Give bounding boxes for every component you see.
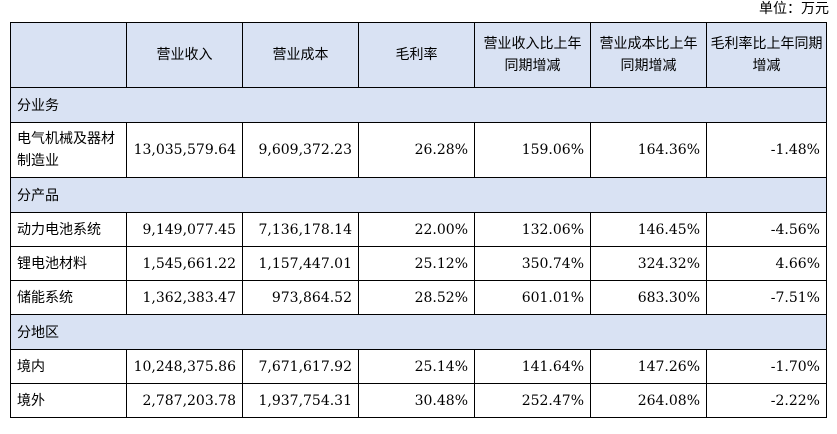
header-cell-margin-change: 毛利率比上年同期增减 [706,22,827,88]
margin-change-cell: -1.48% [706,122,827,178]
table-row: 电气机械及器材制造业 13,035,579.64 9,609,372.23 26… [10,122,827,178]
margin-cell: 26.28% [358,122,475,178]
row-label: 动力电池系统 [10,212,127,247]
margin-change-cell: -1.70% [706,349,827,384]
table-row: 境外 2,787,203.78 1,937,754.31 30.48% 252.… [10,383,827,418]
cost-change-cell: 324.32% [590,246,707,281]
cost-change-cell: 147.26% [590,349,707,384]
header-cell-corner [10,22,127,88]
cost-cell: 9,609,372.23 [242,122,359,178]
revenue-cell: 2,787,203.78 [126,383,243,418]
margin-change-cell: -7.51% [706,280,827,315]
revenue-cell: 1,362,383.47 [126,280,243,315]
revenue-cell: 10,248,375.86 [126,349,243,384]
section-title: 分地区 [10,314,827,350]
margin-cell: 22.00% [358,212,475,247]
table-row: 储能系统 1,362,383.47 973,864.52 28.52% 601.… [10,280,827,315]
revenue-change-cell: 601.01% [474,280,591,315]
cost-cell: 7,136,178.14 [242,212,359,247]
header-cell-margin: 毛利率 [358,22,475,88]
header-cell-revenue-change: 营业收入比上年同期增减 [474,22,591,88]
margin-cell: 30.48% [358,383,475,418]
revenue-change-cell: 350.74% [474,246,591,281]
header-cell-cost-change: 营业成本比上年同期增减 [590,22,707,88]
margin-change-cell: -4.56% [706,212,827,247]
revenue-change-cell: 141.64% [474,349,591,384]
table-row: 锂电池材料 1,545,661.22 1,157,447.01 25.12% 3… [10,246,827,281]
cost-change-cell: 264.08% [590,383,707,418]
section-title: 分产品 [10,177,827,213]
cost-cell: 1,937,754.31 [242,383,359,418]
section-row-product: 分产品 [10,177,827,213]
row-label: 储能系统 [10,280,127,315]
cost-change-cell: 164.36% [590,122,707,178]
revenue-cell: 13,035,579.64 [126,122,243,178]
row-label: 电气机械及器材制造业 [10,122,127,178]
margin-change-cell: -2.22% [706,383,827,418]
cost-cell: 973,864.52 [242,280,359,315]
revenue-change-cell: 252.47% [474,383,591,418]
row-label: 锂电池材料 [10,246,127,281]
unit-label: 单位：万元 [759,1,829,17]
revenue-change-cell: 159.06% [474,122,591,178]
row-label: 境外 [10,383,127,418]
margin-change-cell: 4.66% [706,246,827,281]
margin-cell: 28.52% [358,280,475,315]
cost-change-cell: 146.45% [590,212,707,247]
section-row-region: 分地区 [10,314,827,350]
section-row-business: 分业务 [10,87,827,123]
revenue-cell: 9,149,077.45 [126,212,243,247]
cost-change-cell: 683.30% [590,280,707,315]
row-label: 境内 [10,349,127,384]
revenue-cell: 1,545,661.22 [126,246,243,281]
cost-cell: 7,671,617.92 [242,349,359,384]
header-cell-cost: 营业成本 [242,22,359,88]
table-row: 动力电池系统 9,149,077.45 7,136,178.14 22.00% … [10,212,827,247]
table-row: 境内 10,248,375.86 7,671,617.92 25.14% 141… [10,349,827,384]
margin-cell: 25.14% [358,349,475,384]
header-row: 营业收入 营业成本 毛利率 营业收入比上年同期增减 营业成本比上年同期增减 毛利… [10,22,827,88]
header-cell-revenue: 营业收入 [126,22,243,88]
margin-cell: 25.12% [358,246,475,281]
cost-cell: 1,157,447.01 [242,246,359,281]
revenue-change-cell: 132.06% [474,212,591,247]
financial-table: 营业收入 营业成本 毛利率 营业收入比上年同期增减 营业成本比上年同期增减 毛利… [10,22,827,418]
section-title: 分业务 [10,87,827,123]
